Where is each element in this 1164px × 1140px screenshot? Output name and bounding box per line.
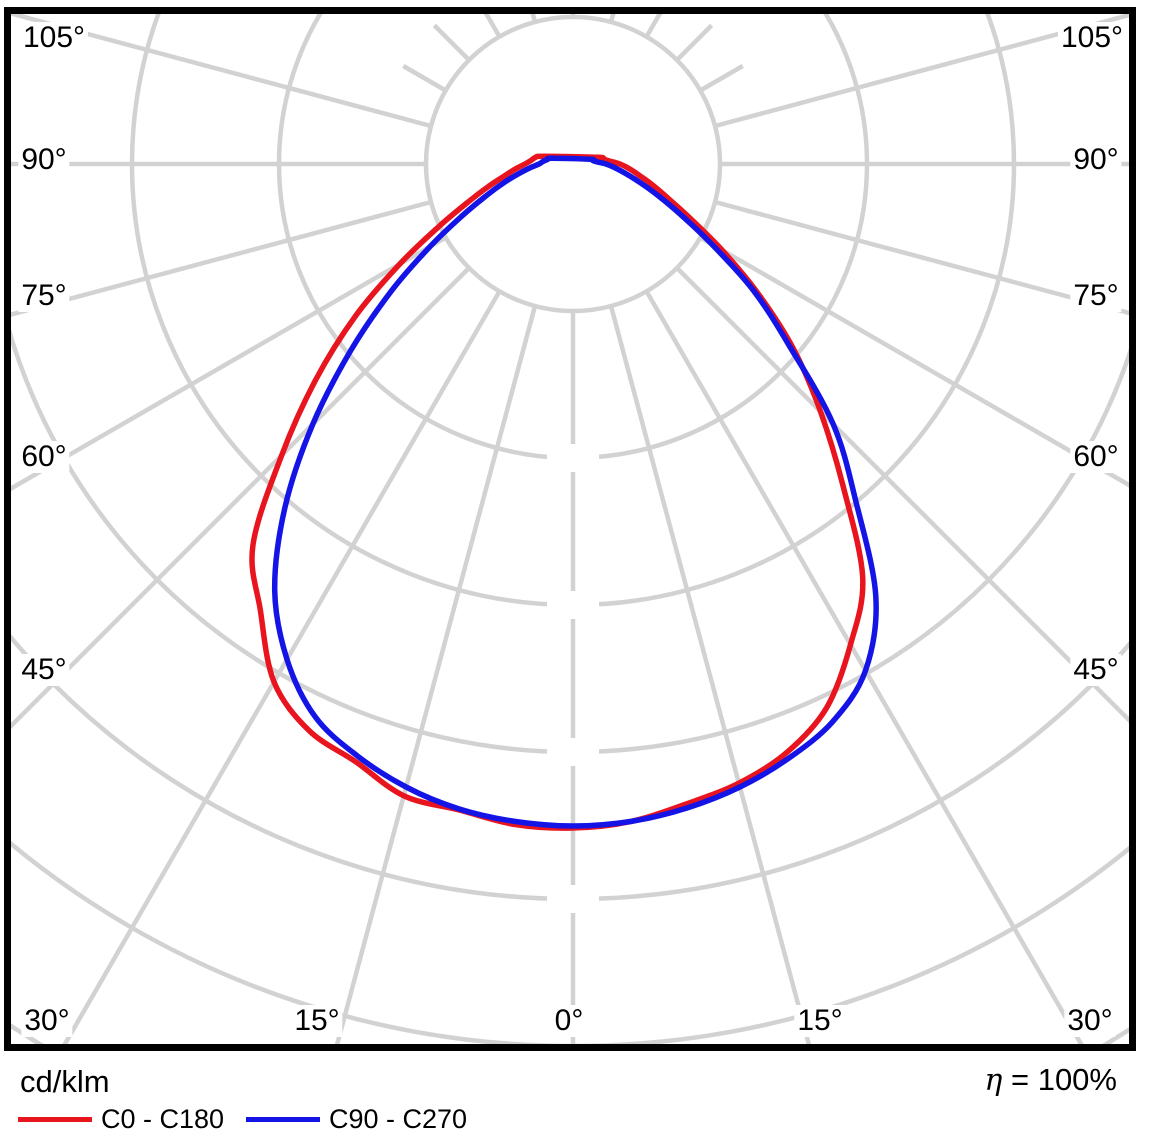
grid-ray	[11, 199, 432, 317]
eta-value: 100%	[1037, 1062, 1117, 1097]
axis-value-box	[547, 738, 599, 766]
angle-label-bottom-15L: 15°	[291, 1005, 343, 1037]
legend-swatch-c90-icon	[246, 1117, 320, 1122]
legend-item-c90-c270: C90 - C270	[246, 1104, 467, 1135]
axis-value-box	[547, 885, 599, 913]
grid-ray	[714, 14, 1129, 129]
axis-value-box	[547, 591, 599, 619]
angle-label-bottom-15R: 15°	[794, 1005, 846, 1037]
legend-label-c90-c270: C90 - C270	[329, 1104, 468, 1134]
legend-label-c0-c180: C0 - C180	[101, 1104, 225, 1134]
angle-label-right-45: 45°	[1070, 654, 1122, 686]
legend-item-c0-c180: C0 - C180	[18, 1104, 224, 1135]
angle-label-bottom-30L: 30°	[21, 1005, 73, 1037]
axis-value-box	[547, 444, 599, 472]
grid-tick	[530, 14, 538, 23]
grid-ray	[62, 290, 502, 1044]
efficiency-readout: η = 100%	[984, 1062, 1117, 1098]
grid-ray	[714, 199, 1129, 316]
grid-tick	[644, 14, 663, 38]
angle-label-bottom-0: 0°	[551, 1005, 587, 1037]
angle-label-left-75: 75°	[18, 280, 70, 312]
angle-label-left-105: 105°	[19, 22, 89, 54]
grid-ray	[11, 235, 447, 492]
angle-label-right-105: 105°	[1057, 22, 1127, 54]
angle-label-right-90: 90°	[1070, 144, 1122, 176]
grid-ray	[699, 235, 1129, 488]
legend-swatch-c0-icon	[18, 1117, 92, 1122]
curve-c0-c180	[249, 153, 866, 831]
curve-c90-c270	[271, 155, 879, 829]
grid-tick	[608, 14, 616, 23]
grid-ray	[644, 290, 1084, 1044]
unit-label: cd/klm	[20, 1064, 110, 1099]
grid-tick	[675, 23, 714, 62]
eta-symbol: η	[984, 1063, 1003, 1098]
grid-tick	[483, 14, 502, 38]
angle-label-left-90: 90°	[18, 144, 70, 176]
eta-equals: =	[1010, 1062, 1030, 1097]
angle-label-right-60: 60°	[1070, 441, 1122, 473]
grid-tick	[402, 64, 447, 93]
angle-label-bottom-30R: 30°	[1064, 1005, 1116, 1037]
angle-label-left-60: 60°	[18, 441, 70, 473]
grid-tick	[432, 23, 471, 62]
grid-ray	[11, 14, 432, 129]
grid-tick	[699, 64, 744, 93]
angle-label-left-45: 45°	[18, 654, 70, 686]
grid-ray	[608, 305, 812, 1044]
plot-border	[4, 7, 1136, 1051]
grid-ring	[11, 328, 1129, 755]
grid-ray	[334, 305, 538, 1044]
grid-ring	[423, 14, 723, 314]
angle-label-right-75: 75°	[1070, 280, 1122, 312]
